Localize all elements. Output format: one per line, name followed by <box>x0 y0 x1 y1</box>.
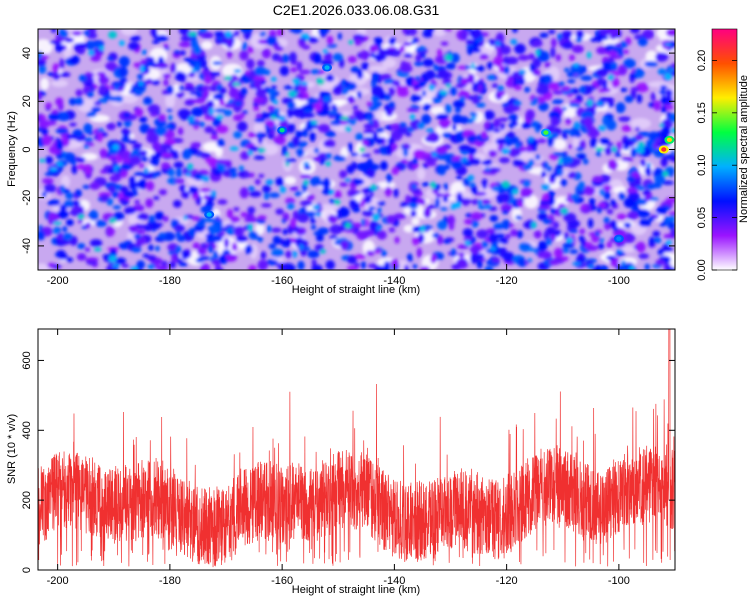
colorbar: 0.00 0.05 0.10 0.15 0.20 Normalized spectral… <box>696 28 750 281</box>
snr-series <box>38 329 675 568</box>
snr-y-label: SNR (10 * v/v) <box>6 414 18 484</box>
y-tick-label: 20 <box>21 95 33 107</box>
colorbar-tick: 0.10 <box>696 155 737 176</box>
spectrogram-hotspots <box>204 63 675 243</box>
x-tick: -160 <box>271 29 293 287</box>
spectrogram-y-ticks: -40 -20 0 20 40 <box>21 47 675 254</box>
y-tick: 0 <box>21 567 675 573</box>
x-tick: -100 <box>608 329 630 587</box>
y-tick: 400 <box>21 421 675 439</box>
x-tick-label: -140 <box>383 575 405 587</box>
snr-frame <box>37 328 676 571</box>
hotspot-5 <box>204 210 215 219</box>
x-tick: -140 <box>383 329 405 587</box>
figure-title: C2E1.2026.033.06.08.G31 <box>273 2 440 18</box>
snr-x-ticks: -200 -180 -160 -140 -120 -100 <box>47 329 630 587</box>
y-tick-label: 200 <box>21 491 33 509</box>
y-tick: 0 <box>21 146 675 153</box>
hotspot-1 <box>664 135 675 144</box>
x-tick-label: -140 <box>383 275 405 287</box>
snr-line <box>38 329 675 568</box>
colorbar-tick-label: 0.20 <box>696 50 708 71</box>
y-tick: 40 <box>21 47 675 59</box>
colorbar-gradient <box>712 29 737 270</box>
x-tick: -200 <box>47 329 69 587</box>
x-tick: -120 <box>496 29 518 287</box>
spectrogram-x-label: Height of straight line (km) <box>292 284 420 296</box>
x-tick: -180 <box>159 329 181 587</box>
y-tick-label: 40 <box>21 47 33 59</box>
y-tick: 200 <box>21 491 675 509</box>
x-tick: -180 <box>159 29 181 287</box>
y-tick: 600 <box>21 351 675 370</box>
colorbar-tick: 0.00 <box>696 259 737 281</box>
y-tick-label: -40 <box>21 238 33 254</box>
x-tick: -120 <box>496 329 518 587</box>
y-tick: -40 <box>21 238 675 254</box>
hotspot-6 <box>613 234 624 243</box>
y-tick-label: 0 <box>21 567 33 573</box>
x-tick-label: -180 <box>159 275 181 287</box>
x-tick-label: -200 <box>47 575 69 587</box>
colorbar-tick: 0.05 <box>696 207 737 228</box>
colorbar-tick: 0.15 <box>696 102 737 124</box>
hotspot-2 <box>540 128 551 137</box>
spectrogram-y-label: Frequency (Hz) <box>6 111 18 187</box>
snr-panel: -200 -180 -160 -140 -120 -100 0 200 400 600 Heig… <box>6 328 676 596</box>
x-tick: -140 <box>383 29 405 287</box>
y-tick-label: -20 <box>21 190 33 206</box>
y-tick-label: 0 <box>21 146 33 152</box>
x-tick-label: -160 <box>271 275 293 287</box>
hotspot-4 <box>322 63 333 72</box>
hotspot-3 <box>277 126 288 135</box>
spectrogram-heatmap <box>38 29 675 270</box>
y-tick: 20 <box>21 95 675 107</box>
x-tick-label: -100 <box>608 575 630 587</box>
x-tick-label: -120 <box>496 275 518 287</box>
y-tick-label: 400 <box>21 421 33 439</box>
x-tick: -200 <box>47 29 69 287</box>
y-tick-label: 600 <box>21 351 33 369</box>
colorbar-tick-label: 0.15 <box>696 102 708 123</box>
spectrogram-x-ticks: -200 -180 -160 -140 -120 -100 <box>47 29 630 287</box>
x-tick: -160 <box>271 329 293 587</box>
colorbar-tick: 0.20 <box>696 50 737 71</box>
snr-x-label: Height of straight line (km) <box>292 584 420 596</box>
snr-y-ticks: 0 200 400 600 <box>21 351 675 573</box>
x-tick-label: -180 <box>159 575 181 587</box>
x-tick-label: -120 <box>496 575 518 587</box>
colorbar-label: Normalized spectral amplitude <box>738 75 750 223</box>
x-tick: -100 <box>608 29 630 287</box>
hotspot-0 <box>658 145 669 154</box>
colorbar-ticks: 0.00 0.05 0.10 0.15 0.20 <box>696 50 737 281</box>
colorbar-tick-label: 0.10 <box>696 155 708 176</box>
colorbar-tick-label: 0.05 <box>696 207 708 228</box>
y-tick: -20 <box>21 190 675 206</box>
x-tick-label: -160 <box>271 575 293 587</box>
x-tick-label: -200 <box>47 275 69 287</box>
colorbar-tick-label: 0.00 <box>696 259 708 280</box>
colorbar-frame <box>711 28 738 271</box>
x-tick-label: -100 <box>608 275 630 287</box>
